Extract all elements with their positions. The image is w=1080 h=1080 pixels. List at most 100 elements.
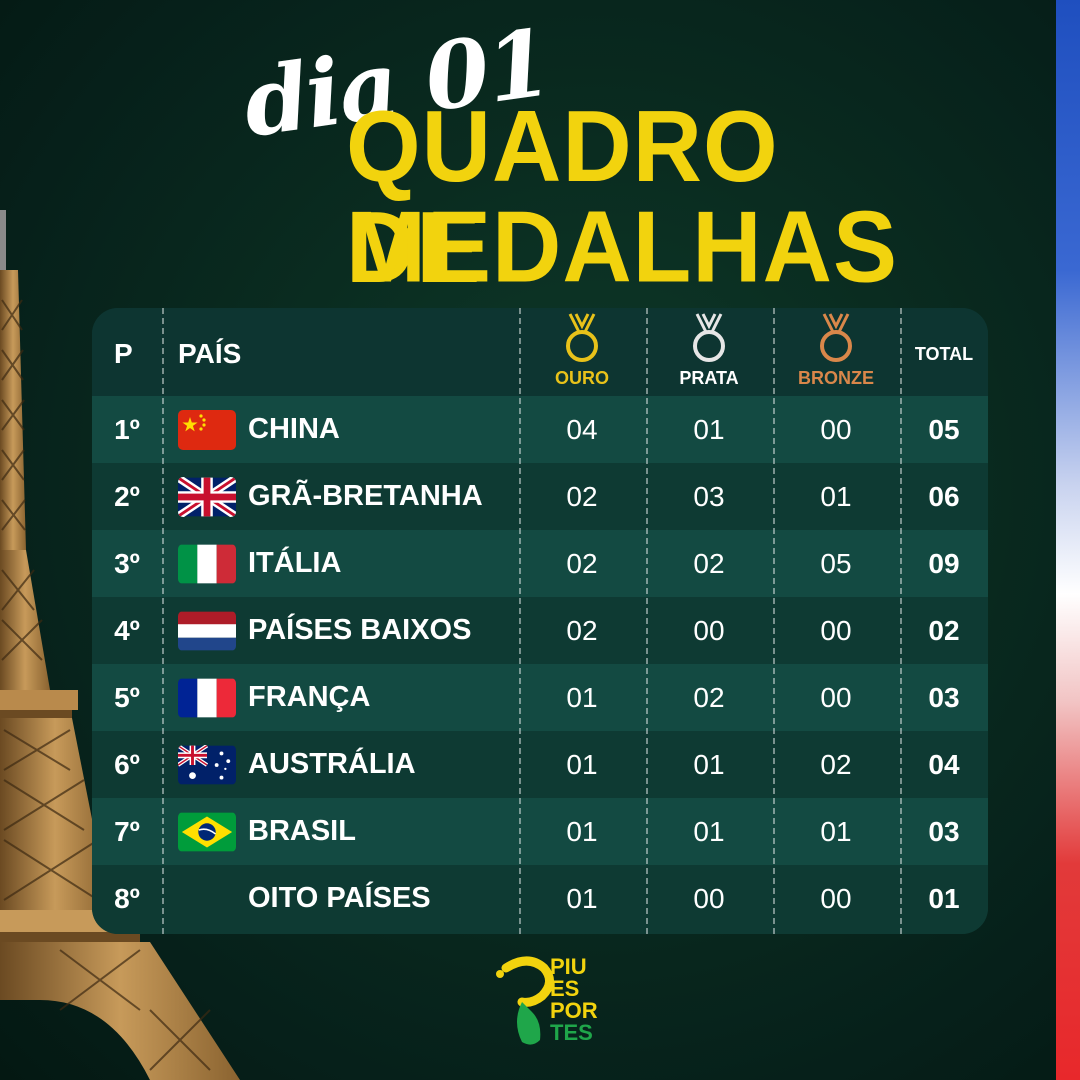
bronze-count: 02 (820, 748, 852, 780)
header-gold: OURO (519, 308, 645, 396)
total-count: 03 (928, 815, 960, 847)
row-country: OITO PAÍSES (248, 865, 588, 932)
bronze-count: 01 (820, 815, 852, 847)
row-country: GRÃ-BRETANHA (178, 463, 518, 530)
total-count: 02 (928, 614, 960, 646)
bronze-count: 05 (820, 547, 852, 579)
column-divider (646, 308, 648, 934)
row-position: 3º (114, 547, 140, 579)
silver-count: 00 (693, 882, 725, 914)
gold-count: 02 (566, 547, 598, 579)
eiffel-tower-illustration (0, 210, 240, 1080)
china-flag-icon (178, 409, 236, 450)
brazil-flag-icon (178, 812, 236, 851)
country-name: ITÁLIA (248, 547, 342, 579)
gold-count: 02 (566, 480, 598, 512)
logo-mark-icon (496, 956, 554, 1045)
total-count: 04 (928, 748, 960, 780)
gold-count: 01 (566, 681, 598, 713)
logo-text-2: ES (550, 976, 580, 1001)
table-row: 3º ITÁLIA 02 02 05 09 (92, 530, 988, 597)
country-name: AUSTRÁLIA (248, 748, 416, 780)
row-country: FRANÇA (178, 664, 518, 731)
row-position: 7º (114, 815, 140, 847)
table-header: P PAÍS OURO PRATA BRONZE TOTAL (92, 308, 988, 396)
row-country: BRASIL (178, 798, 518, 865)
medal-table: P PAÍS OURO PRATA BRONZE TOTAL 1º (92, 308, 988, 934)
header-silver: PRATA (646, 308, 772, 396)
gold-medal-icon (566, 313, 598, 362)
table-row: 7º BRASIL 01 01 01 03 (92, 798, 988, 865)
silver-count: 02 (693, 681, 725, 713)
silver-medal-icon (693, 313, 725, 362)
silver-count: 01 (693, 748, 725, 780)
gold-count: 01 (566, 815, 598, 847)
total-count: 01 (928, 882, 960, 914)
header-country: PAÍS (178, 338, 242, 369)
bronze-count: 00 (820, 882, 852, 914)
total-count: 03 (928, 681, 960, 713)
gold-count: 01 (566, 748, 598, 780)
row-country: ITÁLIA (178, 530, 518, 597)
france-flag-icon (178, 678, 236, 717)
silver-count: 00 (693, 614, 725, 646)
country-name: OITO PAÍSES (248, 882, 431, 914)
gold-count: 01 (566, 882, 598, 914)
header-gold-label: OURO (555, 368, 609, 388)
table-row: 6º AUSTRÁLIA 01 01 02 04 (92, 731, 988, 798)
silver-count: 03 (693, 480, 725, 512)
table-row: 5º FRANÇA 01 02 00 03 (92, 664, 988, 731)
row-country: CHINA (178, 396, 518, 463)
australia-flag-icon (178, 744, 236, 784)
silver-count: 02 (693, 547, 725, 579)
total-count: 09 (928, 547, 960, 579)
header-bronze-label: BRONZE (798, 368, 874, 388)
logo-text-3: POR (550, 998, 598, 1023)
row-country: PAÍSES BAIXOS (178, 597, 518, 664)
column-divider (773, 308, 775, 934)
logo-text-4: TES (550, 1020, 593, 1045)
bronze-count: 00 (820, 614, 852, 646)
silver-count: 01 (693, 815, 725, 847)
table-row: 2º GRÃ-BRETANHA 02 03 01 06 (92, 463, 988, 530)
row-position: 5º (114, 681, 140, 713)
column-divider (900, 308, 902, 934)
row-position: 1º (114, 413, 140, 445)
country-name: FRANÇA (248, 681, 371, 713)
row-country: AUSTRÁLIA (178, 731, 518, 798)
country-name: PAÍSES BAIXOS (248, 614, 472, 646)
row-position: 2º (114, 480, 140, 512)
uk-flag-icon (178, 476, 236, 517)
silver-count: 01 (693, 413, 725, 445)
table-row: 4º PAÍSES BAIXOS 02 00 00 02 (92, 597, 988, 664)
total-count: 06 (928, 480, 960, 512)
row-position: 4º (114, 614, 140, 646)
column-divider (162, 308, 164, 934)
logo-text-1: PIU (550, 954, 587, 979)
bronze-count: 01 (820, 480, 852, 512)
header-silver-label: PRATA (679, 368, 739, 388)
bronze-count: 00 (820, 413, 852, 445)
title-block: dia 01 QUADRO DE MEDALHAS (237, 8, 897, 298)
table-row: 1º CHINA 04 01 00 05 (92, 396, 988, 463)
netherlands-flag-icon (178, 611, 236, 650)
bronze-medal-icon (820, 313, 852, 362)
italy-flag-icon (178, 544, 236, 583)
gold-count: 04 (566, 413, 598, 445)
column-divider (519, 308, 521, 934)
table-row: 8º OITO PAÍSES 01 00 00 01 (92, 865, 988, 934)
piu-esportes-logo: PIU ES POR TES (492, 952, 612, 1052)
country-name: CHINA (248, 413, 340, 445)
total-count: 05 (928, 413, 960, 445)
page-title-line2: MEDALHAS (346, 191, 898, 304)
page-title-line1: QUADRO DE (346, 90, 779, 305)
header-total: TOTAL (914, 344, 974, 364)
country-name: BRASIL (248, 815, 356, 847)
bronze-count: 00 (820, 681, 852, 713)
row-position: 6º (114, 748, 140, 780)
country-name: GRÃ-BRETANHA (248, 480, 483, 512)
french-flag-stripe (1056, 0, 1080, 1080)
header-position: P (114, 338, 133, 369)
header-bronze: BRONZE (773, 308, 899, 396)
gold-count: 02 (566, 614, 598, 646)
